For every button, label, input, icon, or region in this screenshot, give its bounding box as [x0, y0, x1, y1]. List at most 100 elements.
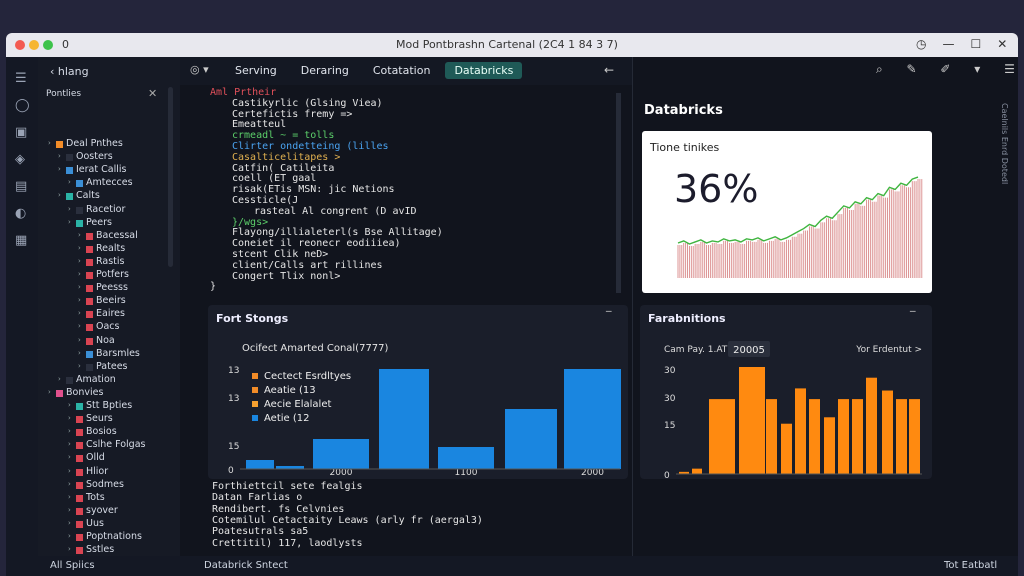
tree-icon [76, 455, 83, 463]
y-tick-label: 30 [664, 366, 676, 376]
tree-item[interactable]: Patees [96, 360, 128, 372]
scrollbar[interactable] [168, 87, 173, 267]
tree-icon [56, 141, 63, 148]
tree-item[interactable]: Poptnations [86, 531, 142, 542]
tree-caret: › [48, 139, 51, 147]
status-bar: All Spiics Databrick Sntect Tot Eatbatl [6, 556, 1018, 576]
section-title: Pontlies [46, 89, 82, 99]
tab-active[interactable]: Databricks [445, 62, 523, 79]
bar [679, 471, 689, 474]
tree-icon [76, 481, 83, 489]
tree-item[interactable]: Cslhe Folgas [86, 439, 146, 451]
tree-item[interactable]: Olld [86, 452, 105, 464]
tree-icon [76, 429, 83, 437]
legend-swatch [252, 401, 258, 407]
collapse[interactable]: ‾ [910, 309, 916, 322]
tree-item[interactable]: Potfers [96, 269, 129, 280]
tree-item[interactable]: Sodmes [86, 478, 124, 490]
tree-item[interactable]: Seurs [86, 413, 113, 425]
tree-item[interactable]: Tots [86, 491, 105, 503]
tree-caret: › [78, 296, 81, 305]
badge: 20005 [733, 345, 765, 356]
tree-item[interactable]: Bosios [86, 426, 117, 438]
tree-caret: › [68, 505, 71, 514]
status-right[interactable]: Tot Eatbatl [944, 560, 998, 571]
tree-item[interactable]: Oosters [76, 151, 113, 163]
y-tick-label: 15 [664, 421, 675, 431]
tree-icon [76, 416, 83, 424]
tree-item[interactable]: syover [86, 504, 118, 516]
tab-icon[interactable]: ◎ ▾ [190, 63, 209, 76]
tree-item[interactable]: Bonvies [66, 386, 104, 398]
collapse[interactable]: ‾ [606, 309, 612, 322]
back-icon[interactable]: ← [604, 63, 615, 77]
tree-caret: › [68, 178, 71, 187]
tree-item[interactable]: Hlior [86, 465, 109, 477]
tree-item[interactable]: Amtecces [86, 177, 133, 189]
tree-item[interactable]: Ierat Callis [76, 164, 127, 176]
tree-item[interactable]: Realts [96, 242, 126, 254]
tree-icon [86, 298, 93, 306]
tree-caret: › [58, 191, 61, 200]
scrollbar[interactable] [616, 93, 621, 293]
tree-icon [66, 376, 73, 384]
panel-title: Farabnitions [648, 312, 726, 325]
tree-item[interactable]: Oacs [96, 321, 120, 333]
tree-item[interactable]: Racetior [86, 203, 126, 215]
max-dot[interactable] [43, 40, 53, 50]
tree-icon [86, 363, 93, 371]
code-editor: Aml Prtheir Castikyrlic (Glsing Viea) Cert… [196, 87, 616, 297]
tree-icon [86, 272, 93, 279]
tree-caret: › [78, 230, 81, 239]
tree-icon [76, 442, 83, 450]
tree-item[interactable]: Noa [96, 334, 115, 346]
close-icon[interactable]: ✕ [148, 87, 158, 100]
tree-icon [56, 389, 63, 397]
tree-item[interactable]: Stt Bpties [86, 400, 133, 411]
tree-caret: › [68, 217, 71, 226]
panel-title: Fort Stongs [216, 312, 289, 325]
tab-row: ◎ ▾ Serving Deraring Cotatation Databricks [180, 57, 632, 85]
bar [824, 417, 835, 474]
y-tick-label: 13 [228, 366, 239, 376]
tree-item[interactable]: Uus [86, 517, 104, 529]
tree-item[interactable]: Peesss [96, 282, 128, 294]
tree-item[interactable]: Eaires [96, 308, 125, 320]
legend-label: Aeatie (13 [264, 385, 316, 396]
tree-icon [76, 494, 83, 502]
tab[interactable]: Cotatation [372, 64, 431, 77]
window-controls[interactable]: ◷—☐✕ [916, 37, 1018, 51]
bar [313, 439, 369, 469]
tree-caret: › [68, 492, 71, 501]
tree-item[interactable]: Barsmles [96, 347, 140, 359]
tree-item[interactable]: Amation [76, 373, 116, 385]
toolbar-icons[interactable]: ⌕ ✎ ✐ ▾ ☰ [876, 62, 1018, 76]
tree-caret: › [78, 243, 81, 252]
code-line: Cotemilul Cetactaity Leaws (arly fr (aer… [212, 514, 483, 526]
icons[interactable]: ☰ ◯ ▣ ◈ ▤ ◐ ▦ [15, 71, 30, 248]
y-tick-label: 15 [228, 442, 239, 452]
tree-item[interactable]: Rastis [96, 255, 125, 267]
legend-swatch [252, 387, 258, 393]
tree-item[interactable]: Sstles [86, 544, 115, 556]
tree-icon [76, 534, 83, 541]
status-left[interactable]: All Spiics [50, 560, 95, 571]
code-line: Certefictis fremy => [232, 108, 353, 120]
tree-item[interactable]: Peers [86, 216, 112, 228]
tree-item[interactable]: Beeirs [96, 295, 126, 307]
tree-caret: › [78, 322, 81, 331]
tab[interactable]: Deraring [300, 64, 349, 77]
close-dot[interactable] [15, 40, 25, 50]
tree-item[interactable]: Calts [76, 190, 100, 202]
min-dot[interactable] [29, 40, 39, 50]
sidebar: ‹ hlang Pontlies ✕ › Deal Pnthes › Oosters ›… [38, 57, 180, 576]
status-center[interactable]: Databrick Sntect [204, 560, 288, 571]
metric-value: 36% [674, 167, 759, 211]
tab[interactable]: Serving [235, 64, 277, 77]
tree-caret: › [68, 453, 71, 462]
code-line: Crettitil) 117, laodlysts [212, 537, 363, 549]
legend-swatch [252, 373, 258, 379]
tree-item[interactable]: Deal Pnthes [66, 138, 123, 149]
tree-item[interactable]: Bacessal [96, 229, 138, 241]
